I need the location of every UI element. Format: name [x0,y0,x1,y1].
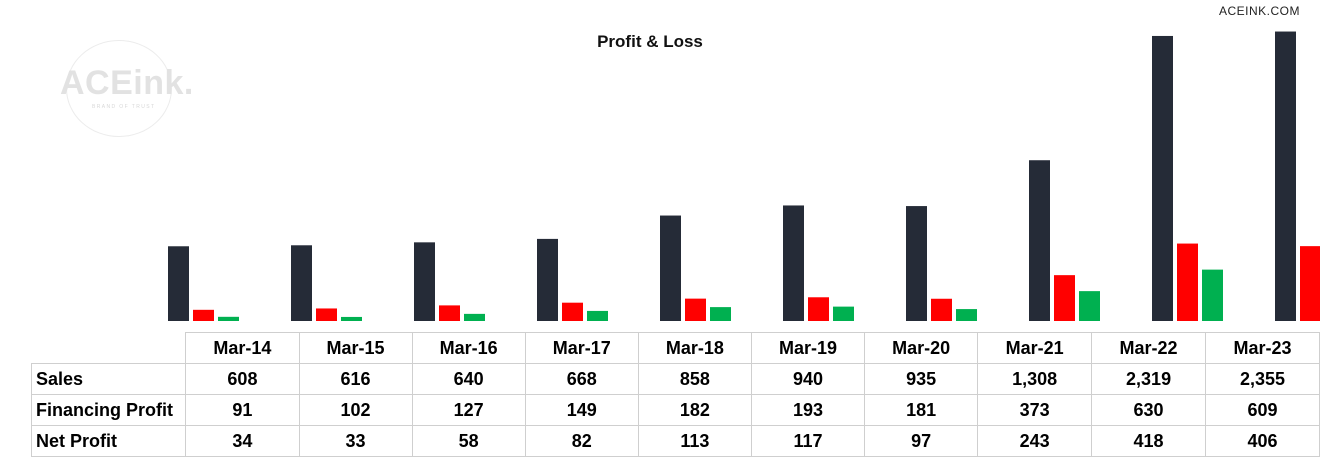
cell-sales-mar-18: 858 [637,363,752,395]
bar-net-profit-mar-22 [1202,269,1223,321]
cell-financing-profit-mar-16: 127 [411,394,526,426]
cell-net-profit-mar-18: 113 [637,425,752,457]
cell-financing-profit-mar-19: 193 [750,394,866,426]
site-watermark: ACEINK.COM [1218,4,1300,18]
category-label-mar-15: Mar-15 [298,332,413,364]
cell-net-profit-mar-14: 34 [185,425,300,457]
category-label-mar-22: Mar-22 [1091,332,1207,364]
bar-financing-profit-mar-18 [685,298,706,321]
category-label-mar-20: Mar-20 [864,332,979,364]
bar-financing-profit-mar-14 [193,309,214,321]
table-row-financing-profit: Financing Profit 91 102 127 149 182 193 181 373 6… [30,394,1320,426]
bar-financing-profit-mar-23 [1300,246,1320,321]
bar-sales-mar-14 [168,246,189,321]
bar-group-mar-22 [1152,35,1223,322]
table-row-net-profit: Net Profit 34 33 58 82 113 117 97 243 418 406 [30,425,1320,457]
bar-financing-profit-mar-16 [439,305,460,321]
logo-tagline: BRAND OF TRUST [92,104,156,110]
cell-financing-profit-mar-20: 181 [864,394,979,426]
category-label-mar-18: Mar-18 [637,332,752,364]
bar-financing-profit-mar-20 [931,298,952,321]
cell-financing-profit-mar-17: 149 [524,394,639,426]
table-corner [31,332,187,364]
cell-sales-mar-21: 1,308 [977,363,1093,395]
cell-net-profit-mar-19: 117 [750,425,866,457]
data-table: Mar-14 Mar-15 Mar-16 Mar-17 Mar-18 Mar-19 Mar-… [30,332,1320,457]
bar-financing-profit-mar-21 [1054,275,1075,321]
bar-sales-mar-18 [660,215,681,321]
cell-net-profit-mar-20: 97 [864,425,979,457]
bar-group-mar-14 [168,246,239,321]
category-label-mar-17: Mar-17 [524,332,639,364]
cell-financing-profit-mar-22: 630 [1091,394,1207,426]
cell-net-profit-mar-22: 418 [1091,425,1207,457]
cell-sales-mar-19: 940 [750,363,866,395]
bar-sales-mar-23 [1275,31,1296,321]
series-label-net-profit: Net Profit [30,425,187,457]
bar-sales-mar-19 [783,205,804,321]
cell-financing-profit-mar-23: 609 [1205,394,1320,426]
bar-net-profit-mar-20 [956,309,977,321]
cell-net-profit-mar-21: 243 [977,425,1093,457]
category-label-mar-21: Mar-21 [977,332,1093,364]
chart-title: Profit & Loss [597,32,703,51]
cell-sales-mar-15: 616 [298,363,413,395]
category-label-mar-19: Mar-19 [750,332,866,364]
bar-group-mar-21 [1029,160,1100,321]
logo-wordmark: ACEink. [60,64,194,102]
bar-net-profit-mar-16 [464,313,485,321]
bar-sales-mar-22 [1152,35,1173,322]
category-label-mar-14: Mar-14 [185,332,300,364]
cell-sales-mar-17: 668 [524,363,639,395]
cell-net-profit-mar-16: 58 [411,425,526,457]
bar-group-mar-18 [660,215,731,321]
bar-chart [168,31,1320,322]
bar-group-mar-16 [414,242,485,321]
cell-sales-mar-16: 640 [411,363,526,395]
bar-sales-mar-20 [906,206,927,321]
bar-net-profit-mar-19 [833,306,854,321]
bar-group-mar-17 [537,238,608,321]
bar-group-mar-15 [291,245,362,321]
logo-ring [66,40,172,137]
bar-net-profit-mar-15 [341,316,362,321]
table-row-sales: Sales 608 616 640 668 858 940 935 1,308 2,319 2,35… [30,363,1320,395]
bar-sales-mar-16 [414,242,435,321]
bar-financing-profit-mar-15 [316,308,337,321]
series-label-financing-profit: Financing Profit [30,394,187,426]
cell-financing-profit-mar-15: 102 [298,394,413,426]
category-label-mar-23: Mar-23 [1205,332,1320,364]
bar-financing-profit-mar-19 [808,297,829,321]
bar-sales-mar-15 [291,245,312,321]
cell-financing-profit-mar-14: 91 [185,394,300,426]
cell-sales-mar-14: 608 [185,363,300,395]
bar-group-mar-19 [783,205,854,321]
cell-financing-profit-mar-21: 373 [977,394,1093,426]
cell-sales-mar-20: 935 [864,363,979,395]
bar-sales-mar-21 [1029,160,1050,321]
bar-group-mar-20 [906,206,977,321]
bar-financing-profit-mar-17 [562,302,583,321]
cell-net-profit-mar-15: 33 [298,425,413,457]
bar-net-profit-mar-14 [218,316,239,321]
bar-group-mar-23 [1275,31,1320,321]
table-header-row: Mar-14 Mar-15 Mar-16 Mar-17 Mar-18 Mar-19 Mar-… [31,332,1320,364]
cell-net-profit-mar-17: 82 [524,425,639,457]
brand-logo-watermark: ACEink. BRAND OF TRUST [48,40,193,137]
bar-financing-profit-mar-22 [1177,243,1198,321]
series-label-sales: Sales [30,363,187,395]
bar-sales-mar-17 [537,238,558,321]
category-label-mar-16: Mar-16 [411,332,526,364]
bar-net-profit-mar-17 [587,310,608,321]
bar-net-profit-mar-18 [710,307,731,321]
cell-sales-mar-22: 2,319 [1091,363,1207,395]
cell-sales-mar-23: 2,355 [1205,363,1320,395]
bar-net-profit-mar-21 [1079,291,1100,321]
cell-financing-profit-mar-18: 182 [637,394,752,426]
cell-net-profit-mar-23: 406 [1205,425,1320,457]
